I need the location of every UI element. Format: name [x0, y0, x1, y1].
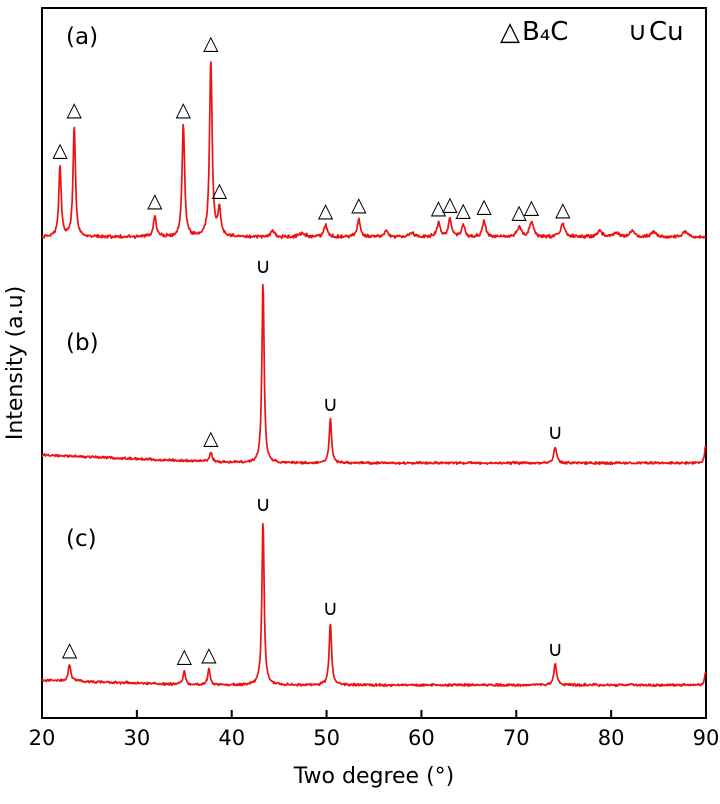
b4c-marker-icon: △: [476, 194, 492, 218]
b4c-marker-icon: △: [555, 197, 571, 221]
b4c-marker-icon: △: [62, 637, 78, 661]
panel-label-c: (c): [66, 526, 97, 552]
cu-cup-icon: ∪: [628, 17, 647, 47]
b4c-marker-icon: △: [177, 644, 193, 668]
x-tick-label: 30: [123, 726, 150, 750]
x-tick-label: 90: [693, 726, 720, 750]
cu-marker-icon: ∪: [547, 420, 562, 444]
xrd-trace-a: [41, 61, 707, 240]
b4c-marker-icon: △: [212, 178, 228, 202]
legend-item-b4c: △B₄C: [500, 17, 568, 47]
b4c-marker-icon: △: [511, 199, 527, 223]
y-axis-label: Intensity (a.u): [3, 286, 28, 440]
x-tick-label: 50: [313, 726, 340, 750]
legend-label-b4c: B₄C: [522, 17, 568, 47]
plot-border: [41, 7, 707, 719]
cu-marker-icon: ∪: [255, 492, 270, 516]
b4c-marker-icon: △: [351, 192, 367, 216]
b4c-marker-icon: △: [176, 97, 192, 121]
x-tick-label: 20: [29, 726, 56, 750]
b4c-marker-icon: △: [431, 195, 447, 219]
x-axis-label: Two degree (°): [293, 764, 455, 789]
cu-marker-icon: ∪: [547, 637, 562, 661]
x-tick-label: 70: [503, 726, 530, 750]
x-tick-label: 60: [408, 726, 435, 750]
xrd-trace-b: [41, 283, 707, 466]
b4c-marker-icon: △: [442, 191, 458, 215]
b4c-marker-icon: △: [52, 138, 68, 162]
b4c-marker-icon: △: [318, 198, 334, 222]
xrd-trace-c: [41, 522, 707, 688]
x-tick-label: 80: [598, 726, 625, 750]
b4c-marker-icon: △: [524, 195, 540, 219]
legend-item-cu: ∪Cu: [628, 17, 684, 47]
b4c-marker-icon: △: [67, 97, 83, 121]
cu-marker-icon: ∪: [255, 254, 270, 278]
b4c-marker-icon: △: [201, 642, 217, 666]
legend-label-cu: Cu: [649, 17, 684, 47]
x-tick-label: 40: [218, 726, 245, 750]
panel-label-a: (a): [66, 24, 98, 50]
b4c-marker-icon: △: [203, 425, 219, 449]
cu-marker-icon: ∪: [323, 596, 338, 620]
cu-marker-icon: ∪: [323, 392, 338, 416]
b4c-marker-icon: △: [147, 188, 163, 212]
b4c-marker-icon: △: [203, 31, 219, 55]
b4c-triangle-icon: △: [500, 17, 520, 47]
b4c-marker-icon: △: [455, 197, 471, 221]
panel-label-b: (b): [66, 330, 99, 356]
